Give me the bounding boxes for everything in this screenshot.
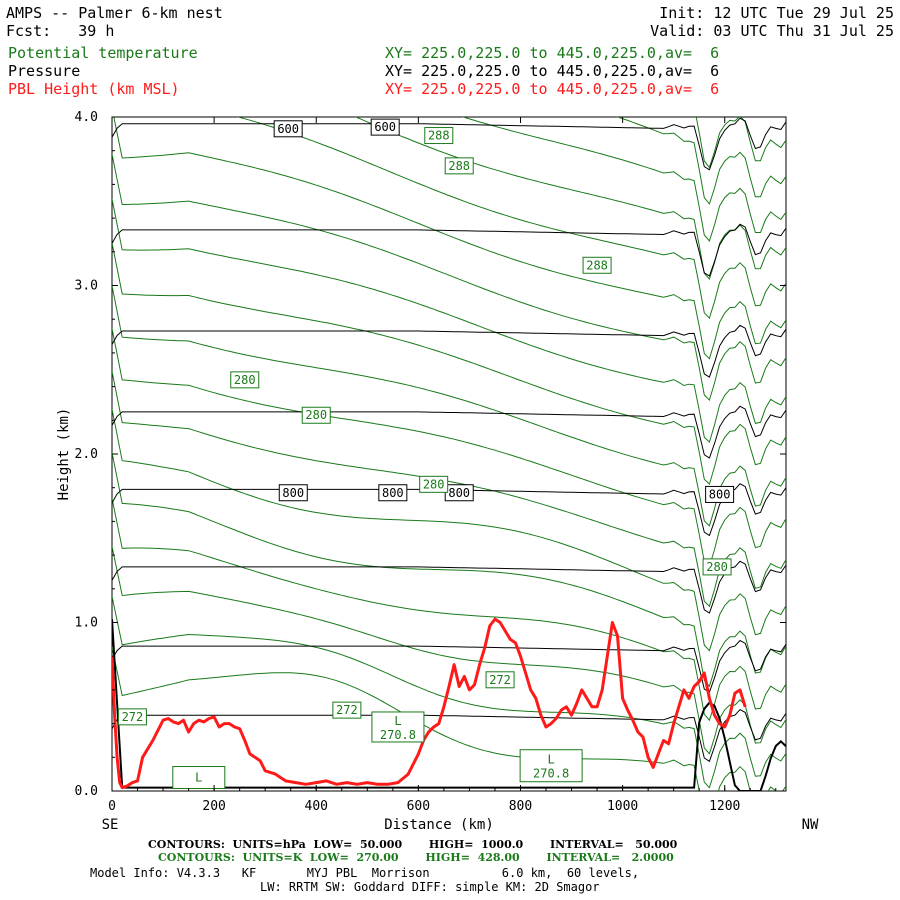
low-label-letter: L <box>548 753 555 767</box>
pressure-contour-line <box>112 560 786 614</box>
pbl-height-line <box>112 617 747 790</box>
theta-contour-line <box>354 117 786 280</box>
x-tick-label: 200 <box>202 799 225 814</box>
theta-contour-line <box>112 546 786 755</box>
theta-contour-label: 288 <box>448 159 470 173</box>
pressure-contour-label-box <box>370 118 400 136</box>
theta-contour-label: 288 <box>428 129 450 143</box>
theta-contour-label-box <box>419 475 449 493</box>
theta-contour-line <box>112 198 786 444</box>
low-label-value: 270.8 <box>533 767 569 781</box>
y-tick-label: 0.0 <box>75 784 98 799</box>
pressure-contour-label: 600 <box>374 120 396 134</box>
theta-contour-label-box <box>702 558 732 576</box>
theta-contour-label-box <box>117 708 147 726</box>
theta-contour-label: 272 <box>122 710 144 724</box>
pressure-contour-label-box <box>705 485 735 503</box>
x-axis-title: Distance (km) <box>384 817 494 833</box>
valid-time: Valid: 03 UTC Thu 31 Jul 25 <box>650 22 894 40</box>
pbl-xsec-coords: XY= 225.0,225.0 to 445.0,225.0,av= 6 <box>385 80 720 98</box>
theta-contour-label: 288 <box>586 258 608 272</box>
theta-contour-line <box>236 117 786 320</box>
x-tick-label: 400 <box>305 799 328 814</box>
theta-contour-line <box>112 498 786 722</box>
theta-contour-label-box <box>230 371 260 389</box>
y-tick-label: 3.0 <box>75 279 98 294</box>
model-title: AMPS -- Palmer 6-km nest <box>6 4 223 22</box>
theta-contour-label: 272 <box>336 703 358 717</box>
theta-contour-line <box>112 285 786 527</box>
x-tick-label: 1000 <box>607 799 638 814</box>
contour-labels: 600 600 800 800 800 800 288 288 288 280 280 280 280 2… <box>117 118 735 790</box>
theta-contour-line <box>113 117 786 360</box>
theta-contour-label-box <box>301 406 331 424</box>
theta-contours <box>112 117 786 791</box>
theta-contour-label-box <box>332 701 362 719</box>
y-axis-title: Height (km) <box>56 408 72 501</box>
pressure-contour-line <box>112 405 786 459</box>
pressure-contour-line <box>112 223 786 277</box>
low-label-box <box>371 711 425 743</box>
theta-contour-line <box>112 371 786 608</box>
theta-contour-info: CONTOURS: UNITS=K LOW= 270.00 HIGH= 428.… <box>158 851 674 864</box>
low-label-box <box>172 766 226 790</box>
theta-contour-label-box <box>582 256 612 274</box>
theta-contour-label: 280 <box>423 477 445 491</box>
theta-contour-label: 280 <box>305 408 327 422</box>
theta-contour-line <box>112 328 786 568</box>
pressure-contour-label-box <box>273 120 303 138</box>
y-tick-label: 2.0 <box>75 447 98 462</box>
theta-contour-label-box <box>424 127 454 145</box>
x-endpoint-right: NW <box>802 817 819 833</box>
low-label-letter: L <box>195 771 202 785</box>
pbl-field-label: PBL Height (km MSL) <box>8 80 180 98</box>
cross-section-chart: 600 600 800 800 800 800 288 288 288 280 280 280 280 2… <box>56 110 819 833</box>
theta-contour-line <box>112 452 786 688</box>
low-label-box <box>519 749 583 783</box>
x-tick-label: 1200 <box>709 799 740 814</box>
theta-contour-line <box>112 242 786 486</box>
theta-field-label: Potential temperature <box>8 44 198 62</box>
theta-contour-label-box <box>485 671 515 689</box>
theta-contour-line <box>461 117 786 243</box>
y-tick-label: 1.0 <box>75 616 98 631</box>
theta-contour-label-box <box>444 157 474 175</box>
low-label-letter: L <box>394 714 401 728</box>
low-label-value: 270.8 <box>380 728 416 742</box>
pressure-contour-label: 800 <box>382 486 404 500</box>
theta-contour-line <box>112 646 786 791</box>
pressure-contour-label: 600 <box>277 122 299 136</box>
theta-contour-label: 280 <box>234 373 256 387</box>
theta-contour-line <box>616 117 786 205</box>
pressure-contour-line <box>112 117 786 171</box>
theta-contour-label: 280 <box>706 560 728 574</box>
pressure-contour-line <box>112 324 786 378</box>
axes: 0 200 400 600 800 1000 1200 0.0 1.0 2.0 3.0 4.0 Dist… <box>56 110 819 833</box>
pressure-contour-label: 800 <box>709 487 731 501</box>
pressure-contour-label: 800 <box>448 486 470 500</box>
x-tick-label: 600 <box>407 799 430 814</box>
pressure-contour-label-box <box>278 484 308 502</box>
x-tick-label: 0 <box>108 799 116 814</box>
physics-info: LW: RRTM SW: Goddard DIFF: simple KM: 2D… <box>260 880 600 894</box>
pressure-contour-line <box>112 639 786 693</box>
pressure-contour-line <box>112 708 786 763</box>
theta-contour-line <box>112 154 786 402</box>
y-tick-label: 4.0 <box>75 110 98 125</box>
theta-xsec-coords: XY= 225.0,225.0 to 445.0,225.0,av= 6 <box>385 44 720 62</box>
pressure-contour-label: 800 <box>282 486 304 500</box>
model-info: Model Info: V4.3.3 KF MYJ PBL Morrison 6… <box>90 866 640 880</box>
pbl-height-series <box>112 617 747 790</box>
init-time: Init: 12 UTC Tue 29 Jul 25 <box>659 4 894 22</box>
pressure-contour-info: CONTOURS: UNITS=hPa LOW= 50.000 HIGH= 10… <box>148 838 678 851</box>
x-tick-label: 800 <box>509 799 532 814</box>
theta-contour-line <box>112 408 786 652</box>
pressure-xsec-coords: XY= 225.0,225.0 to 445.0,225.0,av= 6 <box>385 62 720 80</box>
theta-contour-label: 272 <box>489 673 511 687</box>
x-endpoint-left: SE <box>102 817 119 833</box>
pressure-contour-label-box <box>378 484 408 502</box>
forecast-hour: Fcst: 39 h <box>6 22 115 40</box>
pressure-field-label: Pressure <box>8 62 81 80</box>
